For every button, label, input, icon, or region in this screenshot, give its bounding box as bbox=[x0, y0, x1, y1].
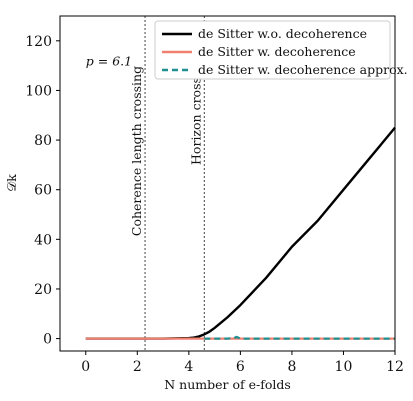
legend-label: de Sitter w. decoherence bbox=[198, 44, 356, 59]
x-tick-label: 0 bbox=[81, 359, 90, 375]
annotation-text: p = 6.1 bbox=[86, 54, 132, 69]
y-tick-label: 120 bbox=[25, 34, 52, 50]
x-tick-label: 12 bbox=[386, 359, 404, 375]
legend: de Sitter w.o. decoherence de Sitter w. d… bbox=[154, 20, 408, 80]
legend-label: de Sitter w.o. decoherence bbox=[198, 26, 367, 41]
x-tick-label: 2 bbox=[133, 359, 142, 375]
chart-marks: Coherence length crossing Horizon crossin… bbox=[86, 16, 396, 351]
vertical-line-label: Horizon crossing bbox=[188, 57, 203, 165]
y-tick-label: 20 bbox=[34, 282, 52, 298]
y-tick-label: 100 bbox=[25, 83, 52, 99]
y-axis-label: 𝒟k bbox=[4, 174, 19, 192]
x-tick-label: 6 bbox=[236, 359, 245, 375]
y-tick-label: 40 bbox=[34, 232, 52, 248]
y-tick-label: 80 bbox=[34, 133, 52, 149]
vertical-line-label: Coherence length crossing bbox=[129, 66, 144, 236]
plot-frame bbox=[59, 15, 396, 352]
x-axis-label: N number of e-folds bbox=[164, 377, 291, 392]
y-tick-label: 0 bbox=[43, 332, 52, 348]
x-tick-label: 4 bbox=[184, 359, 193, 375]
x-tick-label: 8 bbox=[287, 359, 296, 375]
series-line bbox=[204, 335, 395, 340]
legend-box bbox=[154, 20, 391, 80]
x-tick-label: 10 bbox=[335, 359, 353, 375]
y-tick-label: 60 bbox=[34, 183, 52, 199]
legend-label: de Sitter w. decoherence approx. bbox=[198, 62, 408, 77]
